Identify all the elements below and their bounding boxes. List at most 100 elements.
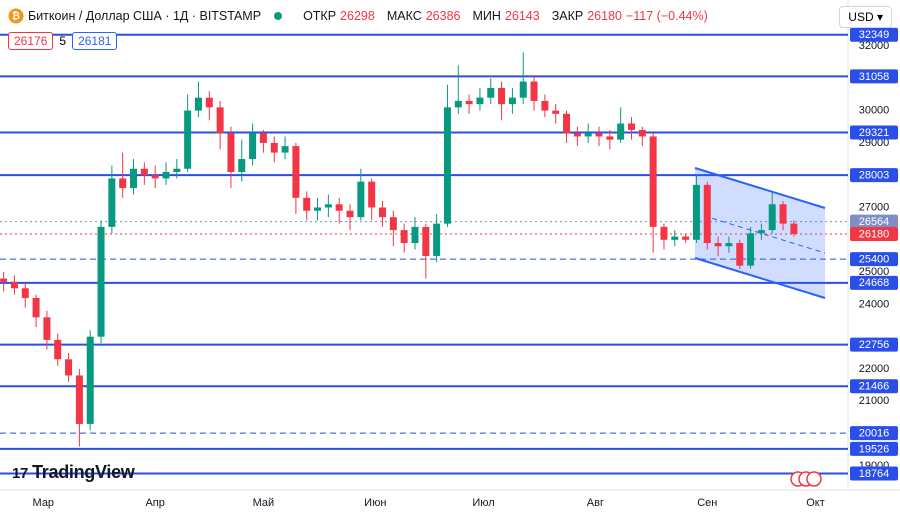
candle-body [140,168,148,176]
candle-body [573,133,581,137]
channel-mid [694,212,826,254]
candle-body [627,123,635,130]
candle-body [281,146,289,153]
symbol-header: ₿ Биткоин / Доллар США · 1Д · BITSTAMP О… [8,8,708,24]
candle-body [75,375,83,424]
candle-body [205,97,213,108]
price-label: 18764 [859,468,890,480]
bid-button[interactable]: 26176 [8,32,54,50]
candle-body [736,243,744,266]
candle-body [43,317,51,340]
candle-body [649,136,657,227]
close-value: 26180 [587,9,622,23]
open-label: ОТКР [303,9,337,23]
channel-upper [694,167,826,209]
candle-body [119,178,127,189]
candle-body [411,226,419,244]
y-tick-label: 22000 [859,363,890,375]
candle-body [508,97,516,105]
candle-body [476,97,484,105]
y-tick-label: 32000 [859,40,890,52]
price-label-bg [850,252,898,267]
price-label-bg [850,125,898,140]
candle-body [194,97,202,111]
candle-body [216,107,224,134]
candle-body [443,107,451,224]
candle-body [595,133,603,137]
candle-body [259,133,267,143]
candle-body [768,204,776,231]
y-tick-label: 21000 [859,395,890,407]
candle-body [487,87,495,98]
candle-body [238,159,246,172]
candle-body [324,204,332,208]
candle-body [400,230,408,244]
candle-body [714,243,722,247]
currency-dropdown[interactable]: USD ▾ [839,6,892,28]
logo: 17 TradingView [12,462,135,483]
status-dot [274,12,283,20]
candle-body [498,87,506,105]
candle-body [97,226,105,337]
low-label: МИН [472,9,501,23]
candle-body [584,133,592,137]
candle-body [65,359,73,376]
price-label-bg [850,275,898,290]
candle-body [790,223,798,234]
x-tick-label: Сен [697,497,717,509]
currency: USD [848,10,874,24]
candle-body [173,168,181,172]
high-label: МАКС [386,9,422,23]
candle-body [725,243,733,247]
change-value: −117 (−0.44%) [625,9,708,23]
price-label: 22756 [859,339,890,351]
candle-body [541,100,549,111]
candle-body [292,146,300,198]
candle-body [0,278,8,282]
candle-body [703,184,711,244]
candle-body [563,113,571,134]
candle-body [660,226,668,240]
y-tick-label: 25000 [859,266,890,278]
candle-body [682,236,690,240]
price-label-bg [850,69,898,84]
candle-body [335,204,343,211]
candle-body [314,207,322,211]
candle-body [747,233,755,266]
btc-icon: ₿ [8,8,24,24]
price-label: 19526 [859,443,890,455]
price-label-bg [850,27,898,42]
price-label-bg [850,466,898,481]
candle-body [552,110,560,114]
symbol-name[interactable]: Биткоин / Доллар США · 1Д · BITSTAMP [28,9,262,23]
candle-body [454,100,462,108]
x-tick-label: Окт [806,497,825,509]
candle-body [249,133,257,160]
candle-body [379,207,387,218]
price-label: 25400 [859,254,890,266]
candle-body [10,281,18,289]
price-label-bg [850,168,898,183]
channel-lower [694,257,826,299]
logo-mark: 17 [12,465,29,482]
price-label-bg [850,379,898,394]
candle-body [151,175,159,179]
x-tick-label: Июн [364,497,386,509]
price-label: 29321 [859,127,890,139]
candle-body [32,297,40,318]
price-label-bg [850,441,898,456]
x-tick-label: Июл [472,497,494,509]
candle-body [606,136,614,140]
x-tick-label: Май [253,497,275,509]
candle-body [346,210,354,218]
price-label: 26564 [859,216,890,228]
ask-button[interactable]: 26181 [72,32,118,50]
candle-body [54,339,62,360]
candle-body [671,236,679,240]
high-value: 26386 [425,9,461,23]
spread: 5 [59,34,67,48]
price-label-bg [850,337,898,352]
price-label: 32349 [859,29,890,41]
candle-body [757,230,765,234]
